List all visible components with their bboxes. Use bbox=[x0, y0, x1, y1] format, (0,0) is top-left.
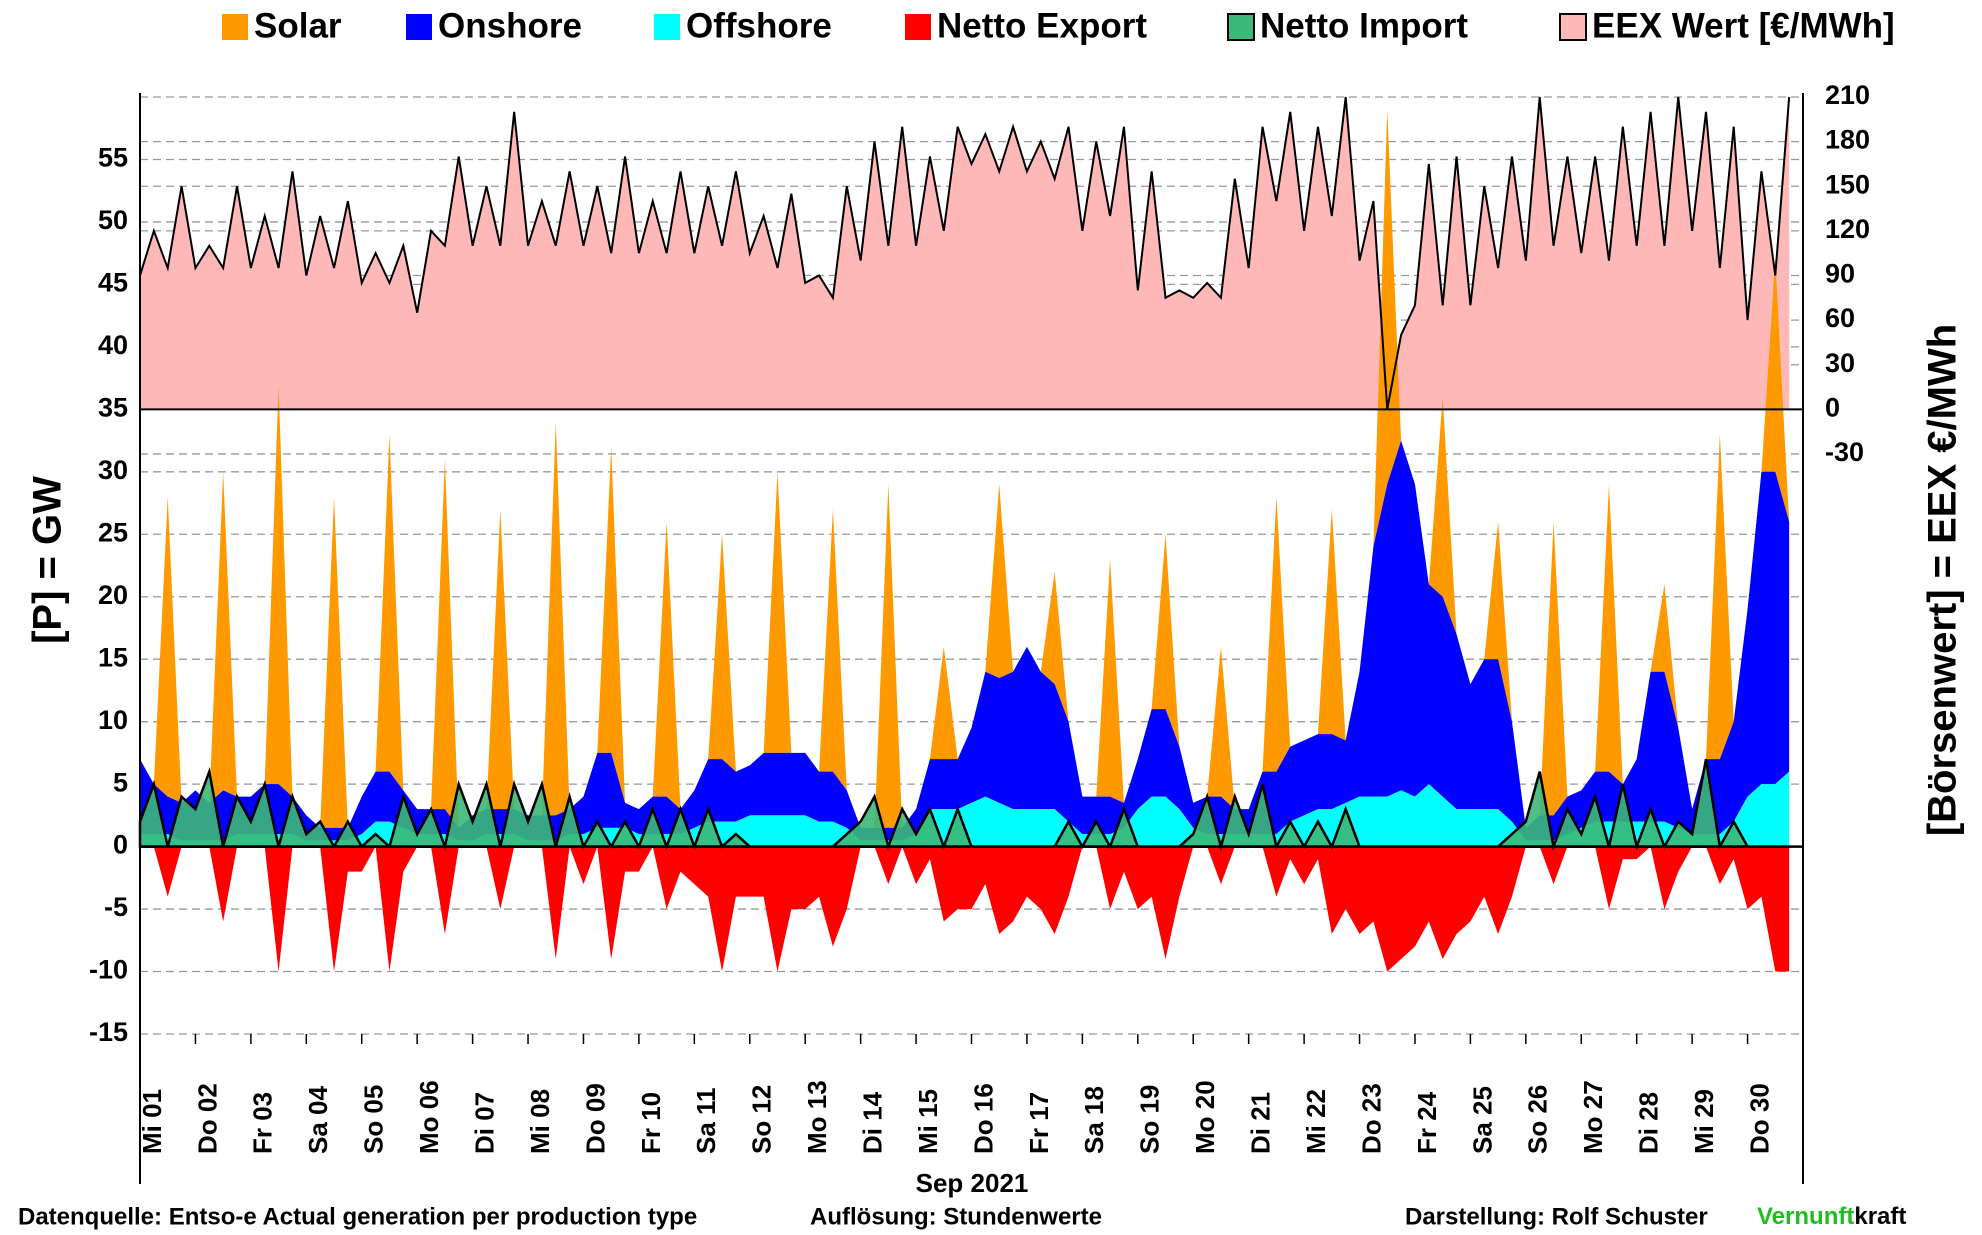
y2-tick-label: -30 bbox=[1825, 437, 1864, 467]
x-tick-label: So 26 bbox=[1523, 1085, 1553, 1154]
y2-tick-label: 60 bbox=[1825, 303, 1855, 333]
x-tick-label: Sa 18 bbox=[1079, 1086, 1109, 1154]
price-line bbox=[139, 96, 1791, 410]
x-tick-label: Do 09 bbox=[580, 1083, 610, 1154]
area-3 bbox=[140, 846, 1790, 972]
footer-author: Darstellung: Rolf Schuster bbox=[1405, 1203, 1708, 1230]
legend-swatch bbox=[654, 14, 680, 40]
y-axis-title: [P] = GW bbox=[26, 476, 70, 644]
x-tick-label: Mi 22 bbox=[1301, 1089, 1331, 1154]
footer-resolution: Auflösung: Stundenwerte bbox=[810, 1203, 1102, 1230]
x-tick-label: Di 07 bbox=[469, 1092, 499, 1154]
footer-brand: Vernunftkraft bbox=[1757, 1203, 1906, 1230]
x-tick-label: Mo 13 bbox=[802, 1080, 832, 1154]
y-tick-label: -10 bbox=[89, 955, 128, 985]
area-2 bbox=[140, 771, 1790, 847]
x-tick-label: Sa 04 bbox=[303, 1086, 333, 1154]
y-tick-label: 35 bbox=[98, 392, 128, 422]
x-tick-label: Do 30 bbox=[1744, 1083, 1774, 1154]
x-tick-label: Mi 29 bbox=[1689, 1089, 1719, 1154]
y-tick-label: 55 bbox=[98, 143, 128, 173]
y2-tick-label: 150 bbox=[1825, 169, 1870, 199]
x-tick-label: Fr 24 bbox=[1412, 1091, 1442, 1154]
y-tick-label: 10 bbox=[98, 705, 128, 735]
area-5 bbox=[140, 97, 1790, 410]
x-axis-title: Sep 2021 bbox=[916, 1168, 1029, 1198]
y-tick-label: 30 bbox=[98, 455, 128, 485]
footer-source: Datenquelle: Entso-e Actual generation p… bbox=[18, 1203, 697, 1230]
legend-label: Solar bbox=[254, 6, 342, 45]
y2-tick-label: 210 bbox=[1825, 80, 1870, 110]
x-tick-label: Di 14 bbox=[858, 1091, 888, 1154]
y-tick-label: 20 bbox=[98, 580, 128, 610]
x-tick-label: Mi 08 bbox=[525, 1089, 555, 1154]
y2-axis-title: [Börsenwert] = EEX €/MWh bbox=[1921, 324, 1965, 836]
y2-tick-label: 90 bbox=[1825, 259, 1855, 289]
x-tick-label: Mo 20 bbox=[1190, 1080, 1220, 1154]
area-0 bbox=[140, 109, 1790, 828]
y-tick-label: 15 bbox=[98, 642, 128, 672]
legend-label: Netto Import bbox=[1260, 6, 1468, 45]
x-tick-label: Di 21 bbox=[1246, 1092, 1276, 1154]
y2-tick-label: 180 bbox=[1825, 125, 1870, 155]
y2-tick-label: 0 bbox=[1825, 392, 1840, 422]
x-tick-label: Sa 11 bbox=[691, 1087, 721, 1154]
legend-swatch bbox=[222, 14, 248, 40]
y2-tick-label: 30 bbox=[1825, 348, 1855, 378]
y-tick-label: 45 bbox=[98, 268, 128, 298]
x-tick-label: Mo 27 bbox=[1578, 1080, 1608, 1154]
y-tick-label: 0 bbox=[113, 830, 128, 860]
y-tick-label: 40 bbox=[98, 330, 128, 360]
legend-label: Netto Export bbox=[937, 6, 1147, 45]
x-tick-label: Mo 06 bbox=[414, 1080, 444, 1154]
x-tick-label: Do 16 bbox=[968, 1083, 998, 1154]
legend-label: Offshore bbox=[686, 6, 832, 45]
y-tick-label: 25 bbox=[98, 517, 128, 547]
y-tick-label: 50 bbox=[98, 205, 128, 235]
brand-green: Vernunft bbox=[1757, 1203, 1854, 1230]
brand-rest: kraft bbox=[1854, 1203, 1906, 1230]
legend-label: Onshore bbox=[438, 6, 582, 45]
area-1 bbox=[140, 440, 1790, 841]
x-tick-label: Mi 15 bbox=[913, 1089, 943, 1154]
legend-swatch bbox=[1227, 13, 1255, 41]
x-tick-label: Fr 03 bbox=[248, 1092, 278, 1154]
x-tick-label: So 19 bbox=[1135, 1085, 1165, 1154]
x-tick-label: So 05 bbox=[359, 1085, 389, 1154]
legend-label: EEX Wert [€/MWh] bbox=[1592, 6, 1895, 45]
x-tick-label: Fr 10 bbox=[636, 1092, 666, 1154]
x-tick-label: Fr 17 bbox=[1024, 1092, 1054, 1154]
y2-tick-label: 120 bbox=[1825, 214, 1870, 244]
legend-swatch bbox=[1559, 13, 1587, 41]
legend-swatch bbox=[406, 14, 432, 40]
x-tick-label: Sa 25 bbox=[1467, 1086, 1497, 1154]
x-tick-label: Do 02 bbox=[192, 1083, 222, 1154]
x-tick-label: Mi 01 bbox=[137, 1089, 167, 1154]
y-tick-label: -15 bbox=[89, 1017, 128, 1047]
x-tick-label: So 12 bbox=[747, 1085, 777, 1154]
y-tick-label: 5 bbox=[113, 767, 128, 797]
x-tick-label: Di 28 bbox=[1634, 1092, 1664, 1154]
y-tick-label: -5 bbox=[104, 892, 128, 922]
legend-swatch bbox=[905, 14, 931, 40]
x-tick-label: Do 23 bbox=[1356, 1083, 1386, 1154]
